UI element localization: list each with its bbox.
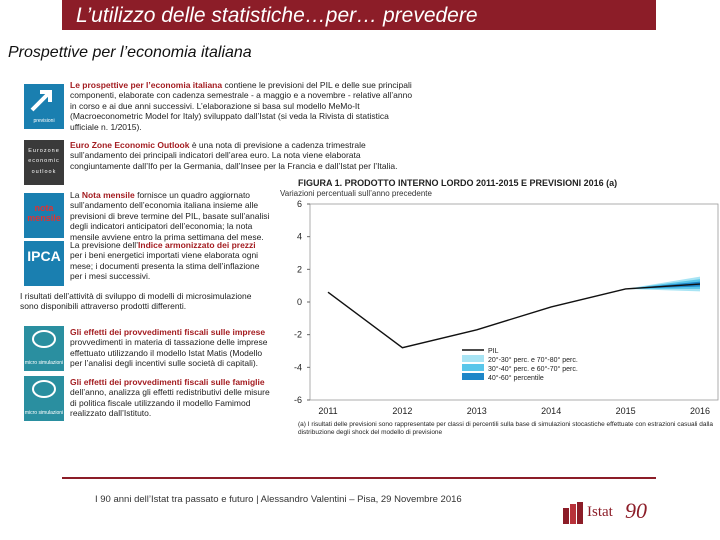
x-tick-label: 2014 (541, 406, 561, 416)
paragraph-effetti-famiglie: Gli effetti dei provvedimenti fiscali su… (70, 377, 270, 419)
x-tick-label: 2012 (392, 406, 412, 416)
paragraph-ipca: La previsione dell’Indice armonizzato de… (70, 240, 270, 282)
paragraph-eurozone-text: è una nota di previsione a cadenza trime… (70, 140, 398, 171)
speech-bubble-icon (32, 330, 56, 348)
previsioni-logo: previsioni (24, 84, 64, 129)
paragraph-nota-lead: Nota mensile (81, 190, 135, 200)
paragraph-microsimulazione: I risultati dell’attività di sviluppo di… (20, 291, 252, 312)
paragraph-nota: La Nota mensile fornisce un quadro aggio… (70, 190, 270, 242)
y-tick-label: -2 (294, 330, 302, 340)
chart-plot: -6 -4 -2 0 2 4 6 2011 2012 2013 2014 2015 2016 PIL20°… (294, 199, 719, 416)
paragraph-effetti-imprese-lead: Gli effetti dei provvedimenti fiscali su… (70, 327, 266, 337)
x-tick-label: 2015 (616, 406, 636, 416)
slide-subtitle: Prospettive per l’economia italiana (8, 44, 252, 61)
speech-bubble-icon (32, 380, 56, 398)
micro-simulazioni-logo-1-text: micro simulazioni (24, 359, 64, 366)
chart-title: FIGURA 1. PRODOTTO INTERNO LORDO 2011-20… (298, 178, 618, 188)
paragraph-prospettive-text: contiene le previsioni del PIL e delle s… (70, 80, 413, 132)
istat-mark-icon (563, 502, 583, 524)
paragraph-nota-text: fornisce un quadro aggiornato sull’andam… (70, 190, 270, 242)
paragraph-prospettive: Le prospettive per l’economia italiana c… (70, 80, 415, 132)
paragraph-nota-pre: La (70, 190, 82, 200)
ipca-logo: IPCA (24, 241, 64, 286)
legend-label: 20°-30° perc. e 70°-80° perc. (488, 356, 578, 364)
paragraph-effetti-imprese-text: provvedimenti in materia di tassazione d… (70, 337, 268, 369)
istat-logo-number: 90 (625, 498, 647, 523)
y-tick-label: -6 (294, 395, 302, 405)
legend-swatch (462, 373, 484, 380)
paragraph-eurozone: Euro Zone Economic Outlook è una nota di… (70, 140, 415, 171)
paragraph-ipca-text: per i beni energetici importati viene el… (70, 250, 260, 282)
legend-label: 40°-60° percentile (488, 374, 544, 382)
micro-simulazioni-logo-1: micro simulazioni (24, 326, 64, 371)
paragraph-ipca-lead: Indice armonizzato dei prezzi (138, 240, 256, 250)
x-tick-label: 2011 (318, 406, 337, 416)
y-tick-label: 4 (297, 232, 302, 242)
y-tick-label: 0 (297, 297, 302, 307)
paragraph-effetti-famiglie-text: dell’anno, analizza gli effetti redistri… (70, 387, 270, 419)
istat-logo-name: Istat (587, 504, 613, 520)
document-panel: previsioni Le prospettive per l’economia… (20, 78, 420, 423)
y-tick-label: 2 (297, 264, 302, 274)
footer-text: I 90 anni dell’Istat tra passato e futur… (95, 494, 462, 505)
y-tick-label: -4 (294, 362, 302, 372)
legend-label: 30°-40° perc. e 60°-70° perc. (488, 365, 578, 373)
x-tick-label: 2016 (690, 406, 710, 416)
arrow-icon (30, 90, 52, 112)
legend-swatch (462, 364, 484, 371)
footer-divider (62, 477, 656, 479)
paragraph-eurozone-lead: Euro Zone Economic Outlook (70, 140, 190, 150)
gdp-chart: FIGURA 1. PRODOTTO INTERNO LORDO 2011-20… (270, 178, 720, 443)
legend-swatch (462, 355, 484, 362)
micro-simulazioni-logo-2-text: micro simulazioni (24, 409, 64, 416)
chart-subtitle: Variazioni percentuali sull’anno precede… (280, 189, 432, 198)
slide-title: L’utilizzo delle statistiche…per… preved… (62, 0, 656, 30)
istat-logo: Istat 90 (563, 498, 658, 530)
micro-simulazioni-logo-2: micro simulazioni (24, 376, 64, 421)
pil-line (327, 283, 701, 349)
nota-mensile-logo: nota mensile (24, 193, 64, 238)
paragraph-prospettive-lead: Le prospettive per l’economia italiana (70, 80, 223, 90)
previsioni-logo-text: previsioni (33, 117, 55, 124)
ipca-logo-text: IPCA (27, 248, 61, 264)
nota-mensile-logo-text: nota mensile (27, 203, 61, 224)
chart-note: (a) I risultati delle previsioni sono ra… (298, 421, 714, 436)
paragraph-effetti-imprese: Gli effetti dei provvedimenti fiscali su… (70, 327, 270, 369)
legend-label: PIL (488, 348, 499, 355)
paragraph-ipca-pre: La previsione dell’ (70, 240, 139, 250)
paragraph-effetti-famiglie-lead: Gli effetti dei provvedimenti fiscali su… (70, 377, 265, 387)
x-tick-label: 2013 (467, 406, 487, 416)
eurozone-logo: Eurozone economic outlook (24, 140, 64, 185)
y-tick-label: 6 (297, 199, 302, 209)
